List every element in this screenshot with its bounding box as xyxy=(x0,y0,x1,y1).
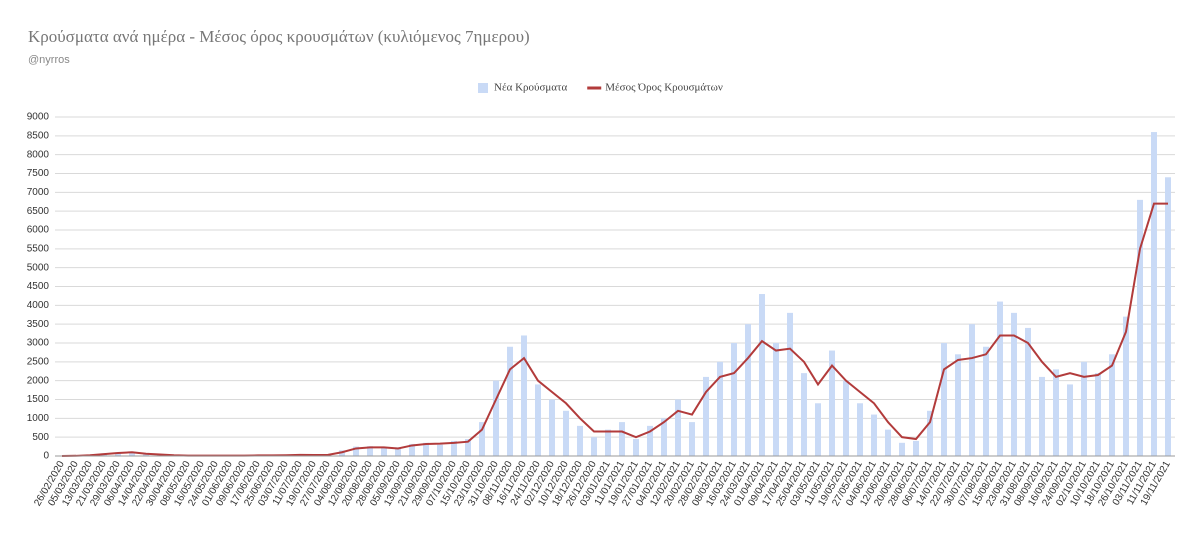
bar xyxy=(1151,132,1157,457)
bar xyxy=(129,452,135,456)
bar xyxy=(451,440,457,456)
bar xyxy=(409,443,415,456)
y-tick-label: 3500 xyxy=(27,319,50,330)
y-tick-label: 5500 xyxy=(27,243,50,254)
chart-subtitle: @nyrros xyxy=(28,54,70,66)
bar xyxy=(941,343,947,456)
bar xyxy=(689,422,695,456)
y-tick-label: 7500 xyxy=(27,168,50,179)
y-tick-label: 1500 xyxy=(27,394,50,405)
bar xyxy=(1095,373,1101,456)
bar xyxy=(773,343,779,456)
y-tick-label: 9000 xyxy=(27,112,50,123)
legend-label: Μέσος Όρος Κρουσμάτων xyxy=(605,82,723,94)
bar xyxy=(1039,376,1045,456)
bar xyxy=(1067,384,1073,456)
bar xyxy=(647,425,653,456)
bar xyxy=(675,399,681,456)
y-tick-label: 2500 xyxy=(27,356,50,367)
bar xyxy=(955,354,961,456)
bar xyxy=(815,403,821,456)
y-tick-label: 4000 xyxy=(27,300,50,311)
y-tick-label: 1000 xyxy=(27,413,50,424)
y-tick-label: 3000 xyxy=(27,338,50,349)
bar xyxy=(1165,177,1171,456)
bar xyxy=(829,350,835,456)
bar xyxy=(479,422,485,456)
bar xyxy=(619,422,625,456)
bar xyxy=(871,414,877,456)
bar xyxy=(437,444,443,456)
bar xyxy=(843,380,849,456)
bar xyxy=(913,440,919,456)
y-tick-label: 0 xyxy=(43,451,49,462)
bar xyxy=(759,294,765,456)
bar xyxy=(381,447,387,456)
bar xyxy=(983,346,989,456)
bar xyxy=(731,343,737,456)
bar xyxy=(885,429,891,456)
y-tick-label: 8000 xyxy=(27,149,50,160)
bar xyxy=(465,439,471,456)
bar xyxy=(997,301,1003,456)
y-tick-label: 8500 xyxy=(27,130,50,141)
bar xyxy=(605,429,611,456)
y-tick-label: 6500 xyxy=(27,206,50,217)
bar xyxy=(353,446,359,456)
bar xyxy=(745,324,751,456)
bar xyxy=(899,442,905,456)
bar xyxy=(787,312,793,456)
bar xyxy=(115,452,121,456)
bar xyxy=(661,418,667,456)
y-tick-label: 5000 xyxy=(27,262,50,273)
y-tick-label: 6000 xyxy=(27,225,50,236)
bar xyxy=(1081,361,1087,456)
bar xyxy=(143,454,149,456)
bar xyxy=(591,437,597,456)
legend-swatch xyxy=(478,83,488,93)
y-tick-label: 500 xyxy=(32,432,49,443)
bar xyxy=(717,361,723,456)
bar xyxy=(549,399,555,456)
bar xyxy=(1137,199,1143,456)
bar xyxy=(703,376,709,456)
bar xyxy=(801,373,807,456)
bar xyxy=(857,403,863,456)
y-tick-label: 7000 xyxy=(27,187,50,198)
bar xyxy=(367,446,373,456)
bar xyxy=(535,384,541,456)
bar xyxy=(1025,327,1031,456)
legend-label: Νέα Κρούσματα xyxy=(494,82,567,94)
bar xyxy=(563,410,569,456)
bar xyxy=(423,442,429,456)
bar xyxy=(577,425,583,456)
chart-title: Κρούσματα ανά ημέρα - Μέσος όρος κρουσμά… xyxy=(28,27,530,46)
y-tick-label: 4500 xyxy=(27,281,50,292)
bar xyxy=(1011,312,1017,456)
bar xyxy=(969,324,975,456)
bar xyxy=(1123,316,1129,456)
bar xyxy=(1053,369,1059,456)
bar xyxy=(633,439,639,456)
bar xyxy=(927,410,933,456)
bar xyxy=(1109,354,1115,456)
bar xyxy=(507,346,513,456)
bar xyxy=(521,335,527,456)
bar xyxy=(493,380,499,456)
y-tick-label: 2000 xyxy=(27,375,50,386)
bar xyxy=(395,447,401,456)
